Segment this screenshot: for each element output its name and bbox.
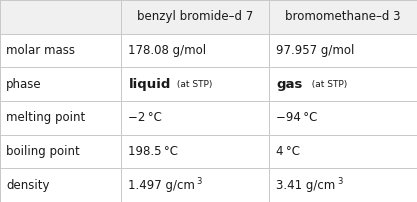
Text: (at STP): (at STP): [174, 80, 213, 89]
Text: 178.08 g/mol: 178.08 g/mol: [128, 44, 206, 57]
Bar: [0, 0, 121, 34]
Text: 3: 3: [337, 177, 342, 186]
Text: (at STP): (at STP): [306, 80, 347, 89]
Text: phase: phase: [6, 78, 42, 91]
Text: benzyl bromide–d 7: benzyl bromide–d 7: [137, 10, 253, 23]
Text: bromomethane–d 3: bromomethane–d 3: [285, 10, 401, 23]
Text: 3.41 g/cm: 3.41 g/cm: [276, 179, 336, 192]
Text: 97.957 g/mol: 97.957 g/mol: [276, 44, 355, 57]
Text: 3: 3: [196, 177, 202, 186]
Text: melting point: melting point: [6, 111, 85, 124]
Bar: [269, 0, 417, 34]
Text: 1.497 g/cm: 1.497 g/cm: [128, 179, 195, 192]
Text: 198.5 °C: 198.5 °C: [128, 145, 178, 158]
Text: density: density: [6, 179, 50, 192]
Text: molar mass: molar mass: [6, 44, 75, 57]
Text: 4 °C: 4 °C: [276, 145, 301, 158]
Text: gas: gas: [276, 78, 303, 91]
Bar: [121, 0, 269, 34]
Text: boiling point: boiling point: [6, 145, 80, 158]
Text: −2 °C: −2 °C: [128, 111, 162, 124]
Text: −94 °C: −94 °C: [276, 111, 318, 124]
Text: liquid: liquid: [128, 78, 171, 91]
